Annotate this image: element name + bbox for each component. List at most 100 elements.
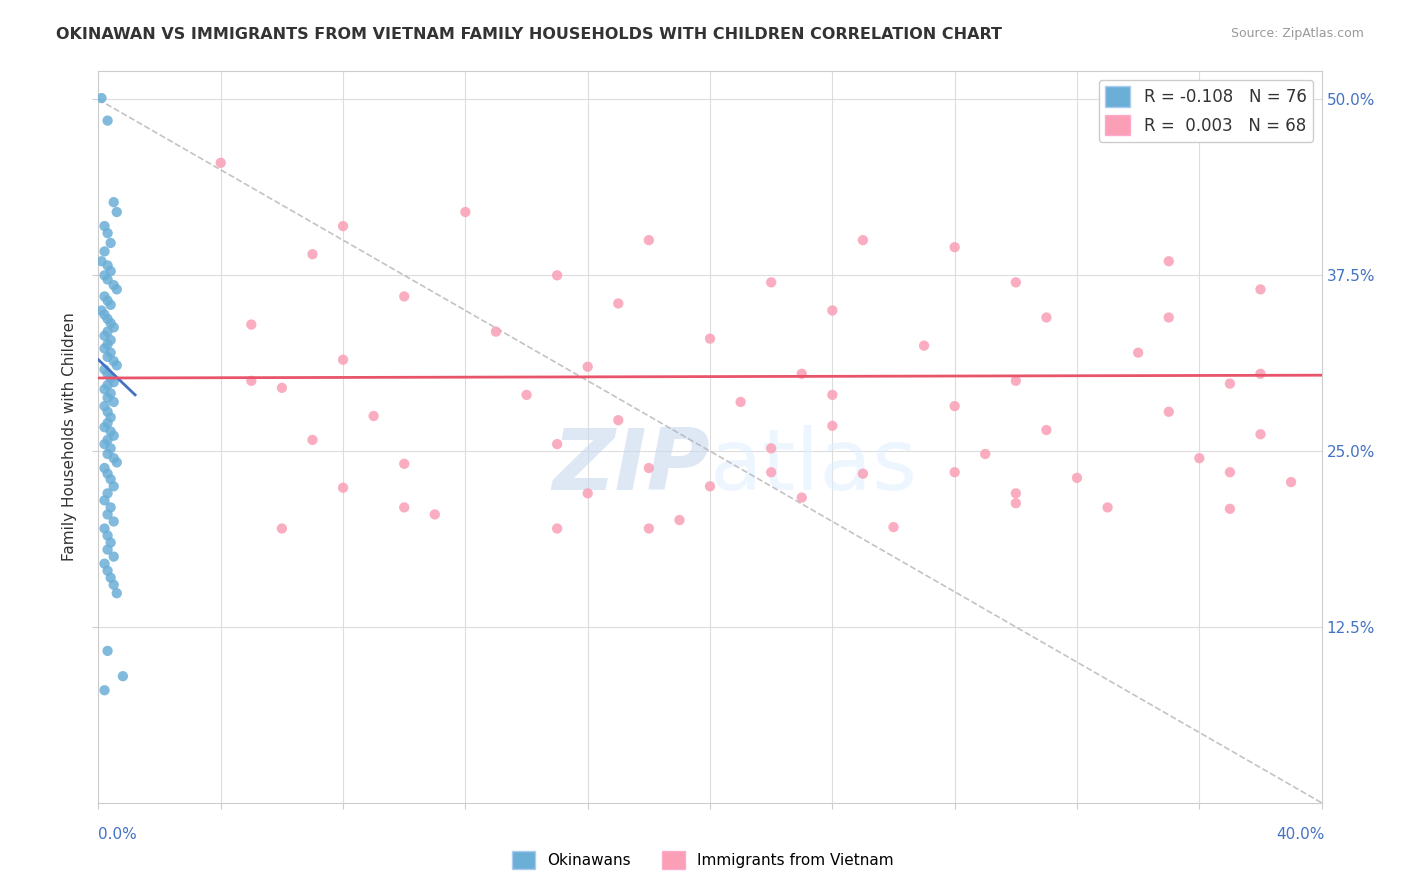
Point bbox=[943, 399, 966, 413]
Point bbox=[240, 318, 263, 332]
Point bbox=[821, 303, 844, 318]
Point bbox=[97, 226, 120, 240]
Point bbox=[90, 254, 112, 268]
Point bbox=[90, 303, 112, 318]
Point bbox=[607, 413, 630, 427]
Point bbox=[100, 535, 122, 549]
Point bbox=[270, 381, 292, 395]
Point bbox=[301, 433, 323, 447]
Point bbox=[546, 437, 568, 451]
Point bbox=[93, 557, 115, 571]
Point bbox=[97, 259, 120, 273]
Point bbox=[363, 409, 385, 423]
Point bbox=[105, 282, 128, 296]
Legend: R = -0.108   N = 76, R =  0.003   N = 68: R = -0.108 N = 76, R = 0.003 N = 68 bbox=[1098, 79, 1313, 142]
Point bbox=[1219, 465, 1241, 479]
Point bbox=[270, 521, 292, 535]
Point bbox=[1188, 451, 1211, 466]
Point bbox=[100, 371, 122, 385]
Point bbox=[100, 386, 122, 401]
Point bbox=[392, 289, 416, 303]
Point bbox=[1004, 496, 1026, 510]
Point bbox=[668, 513, 690, 527]
Point bbox=[100, 425, 122, 439]
Point bbox=[103, 278, 125, 293]
Point bbox=[97, 312, 120, 326]
Point bbox=[97, 528, 120, 542]
Point bbox=[100, 571, 122, 585]
Point bbox=[790, 367, 813, 381]
Point bbox=[1035, 423, 1057, 437]
Point bbox=[93, 328, 115, 343]
Point bbox=[93, 308, 115, 322]
Point bbox=[97, 508, 120, 522]
Point bbox=[1004, 486, 1026, 500]
Text: atlas: atlas bbox=[710, 425, 918, 508]
Point bbox=[93, 461, 115, 475]
Point bbox=[332, 352, 354, 367]
Point bbox=[97, 272, 120, 286]
Point bbox=[1004, 276, 1026, 290]
Point bbox=[730, 395, 752, 409]
Point bbox=[93, 399, 115, 413]
Point bbox=[97, 542, 120, 557]
Point bbox=[1128, 345, 1150, 359]
Point bbox=[93, 342, 115, 356]
Point bbox=[97, 325, 120, 339]
Point bbox=[93, 683, 115, 698]
Point bbox=[105, 205, 128, 219]
Point bbox=[759, 465, 782, 479]
Point bbox=[97, 486, 120, 500]
Point bbox=[105, 586, 128, 600]
Point bbox=[1249, 427, 1271, 442]
Point bbox=[103, 549, 125, 564]
Point bbox=[576, 359, 599, 374]
Point bbox=[103, 451, 125, 466]
Point bbox=[100, 500, 122, 515]
Point bbox=[1066, 471, 1088, 485]
Point bbox=[454, 205, 477, 219]
Point bbox=[97, 433, 120, 447]
Point bbox=[97, 113, 120, 128]
Y-axis label: Family Households with Children: Family Households with Children bbox=[62, 313, 77, 561]
Point bbox=[852, 467, 875, 481]
Point bbox=[209, 156, 232, 170]
Point bbox=[93, 493, 115, 508]
Point bbox=[103, 354, 125, 368]
Point bbox=[546, 521, 568, 535]
Point bbox=[93, 382, 115, 396]
Point bbox=[97, 337, 120, 351]
Text: Source: ZipAtlas.com: Source: ZipAtlas.com bbox=[1230, 27, 1364, 40]
Point bbox=[637, 461, 661, 475]
Point bbox=[93, 289, 115, 303]
Point bbox=[1279, 475, 1302, 489]
Point bbox=[1004, 374, 1026, 388]
Point bbox=[699, 332, 721, 346]
Point bbox=[100, 442, 122, 456]
Point bbox=[93, 362, 115, 376]
Point bbox=[759, 276, 782, 290]
Text: 40.0%: 40.0% bbox=[1277, 827, 1324, 841]
Point bbox=[637, 233, 661, 247]
Point bbox=[103, 195, 125, 210]
Point bbox=[93, 420, 115, 434]
Point bbox=[637, 521, 661, 535]
Point bbox=[100, 472, 122, 486]
Point bbox=[1157, 405, 1180, 419]
Point bbox=[699, 479, 721, 493]
Text: ZIP: ZIP bbox=[553, 425, 710, 508]
Point bbox=[100, 316, 122, 330]
Point bbox=[97, 416, 120, 430]
Point bbox=[943, 240, 966, 254]
Point bbox=[103, 376, 125, 390]
Point bbox=[100, 410, 122, 425]
Point bbox=[576, 486, 599, 500]
Point bbox=[821, 418, 844, 433]
Point bbox=[516, 388, 538, 402]
Point bbox=[100, 333, 122, 347]
Point bbox=[1157, 254, 1180, 268]
Point bbox=[97, 367, 120, 381]
Point bbox=[103, 479, 125, 493]
Point bbox=[943, 465, 966, 479]
Point bbox=[97, 391, 120, 405]
